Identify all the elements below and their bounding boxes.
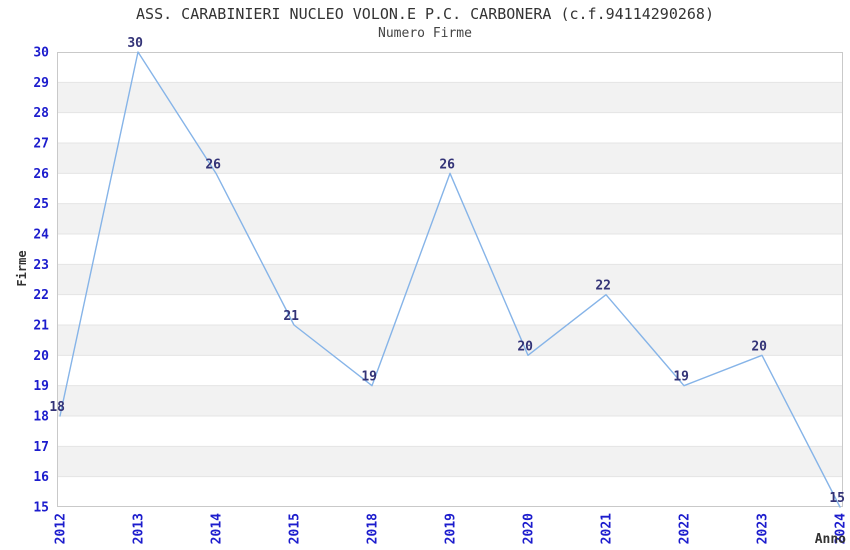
- y-tick-label: 30: [33, 46, 49, 61]
- x-axis-title: Anno: [814, 532, 846, 547]
- y-tick-label: 21: [33, 319, 49, 334]
- data-point-label: 26: [205, 157, 221, 172]
- x-tick-label: 2022: [678, 513, 693, 544]
- plot-border: [57, 52, 843, 507]
- y-tick-label: 17: [33, 440, 49, 455]
- data-point-label: 15: [829, 491, 845, 506]
- y-tick-label: 18: [33, 410, 49, 425]
- y-tick-label: 24: [33, 228, 49, 243]
- y-tick-label: 28: [33, 106, 49, 121]
- background-bands: [57, 82, 843, 477]
- x-tick-label: 2014: [210, 513, 225, 544]
- x-tick-label: 2018: [366, 513, 381, 544]
- x-axis-tick-labels: 2012 2013 2014 2015 2018 2019 2020 2021 2022 2023…: [54, 513, 849, 544]
- data-point-label: 20: [517, 339, 533, 354]
- y-tick-label: 16: [33, 470, 49, 485]
- series-line: [59, 51, 841, 508]
- data-point-label: 19: [361, 370, 377, 385]
- x-tick-label: 2020: [522, 513, 537, 544]
- data-point-label: 21: [283, 309, 299, 324]
- y-tick-label: 23: [33, 258, 49, 273]
- horizontal-band: [57, 446, 843, 477]
- x-tick-label: 2024: [834, 513, 849, 544]
- horizontal-band: [57, 143, 843, 174]
- data-point-label: 30: [127, 36, 143, 51]
- x-tick-label: 2012: [54, 513, 69, 544]
- chart-title: ASS. CARABINIERI NUCLEO VOLON.E P.C. CAR…: [136, 5, 714, 23]
- x-tick-label: 2015: [288, 513, 303, 544]
- y-tick-label: 15: [33, 501, 49, 516]
- data-point-label: 18: [49, 400, 65, 415]
- data-point-label: 19: [673, 370, 689, 385]
- y-tick-label: 19: [33, 379, 49, 394]
- horizontal-band: [57, 264, 843, 295]
- y-tick-label: 25: [33, 197, 49, 212]
- y-axis-title: Firme: [15, 250, 29, 286]
- y-axis-tick-labels: 30 29 28 27 26 25 24 23 22 21 20 19 18 17 16 15: [33, 46, 49, 516]
- x-tick-label: 2023: [756, 513, 771, 544]
- chart-subtitle: Numero Firme: [378, 26, 472, 41]
- x-tick-label: 2013: [132, 513, 147, 544]
- horizontal-band: [57, 385, 843, 416]
- data-point-label: 20: [751, 339, 767, 354]
- x-tick-label: 2021: [600, 513, 615, 544]
- x-tick-label: 2019: [444, 513, 459, 544]
- horizontal-band: [57, 325, 843, 356]
- y-tick-label: 22: [33, 288, 49, 303]
- y-tick-label: 20: [33, 349, 49, 364]
- data-point-label: 22: [595, 279, 611, 294]
- data-point-label: 26: [439, 157, 455, 172]
- horizontal-band: [57, 82, 843, 113]
- y-tick-label: 29: [33, 76, 49, 91]
- horizontal-band: [57, 203, 843, 234]
- y-tick-label: 26: [33, 167, 49, 182]
- y-tick-label: 27: [33, 137, 49, 152]
- data-point-labels: 18 30 26 21 19 26 20 22 19 20 15: [49, 36, 845, 506]
